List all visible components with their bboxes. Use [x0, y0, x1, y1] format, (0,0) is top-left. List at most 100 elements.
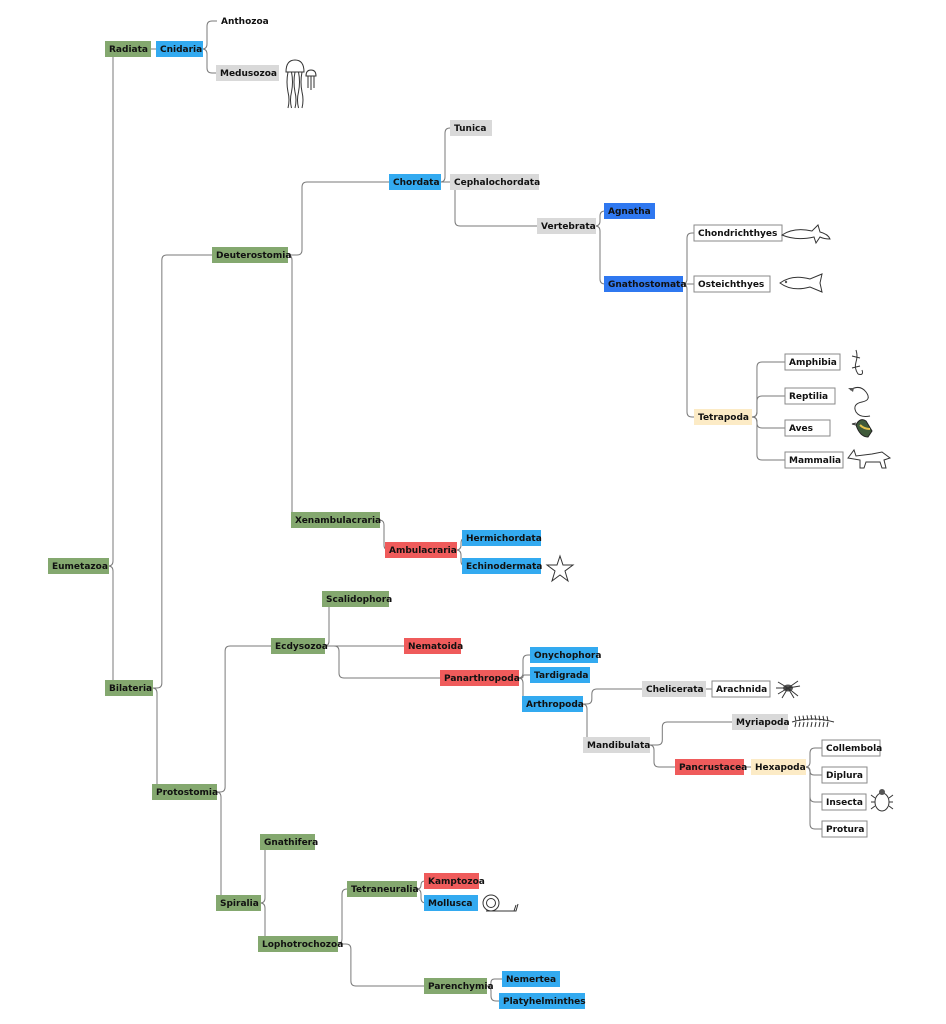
node-agnatha[interactable]: Agnatha: [604, 203, 655, 219]
edge-eumetazoa-to-radiata: [105, 48, 119, 567]
node-pancrustacea[interactable]: Pancrustacea: [675, 759, 747, 775]
node-arthropoda-box: [522, 696, 583, 712]
node-tardigrada[interactable]: Tardigrada: [530, 667, 590, 683]
node-amphibia[interactable]: Amphibia: [784, 353, 841, 371]
node-insecta-label: Insecta: [826, 798, 863, 808]
node-tetrapoda[interactable]: Tetrapoda: [694, 409, 752, 425]
node-reptilia-box: [784, 387, 836, 405]
node-tetraneuralia-box: [347, 881, 417, 897]
node-mammalia-box: [784, 451, 844, 469]
jellyfish-icon: [285, 59, 317, 109]
node-radiata[interactable]: Radiata: [105, 41, 151, 57]
node-amphibia-label: Amphibia: [789, 358, 837, 368]
node-osteichthyes[interactable]: Osteichthyes: [693, 275, 771, 293]
node-arthropoda[interactable]: Arthropoda: [522, 696, 584, 712]
node-spiralia-box: [216, 895, 261, 911]
edge-panarthropoda-to-tardigrada: [519, 674, 530, 679]
edge-protostomia-to-spiralia: [215, 791, 227, 904]
node-eumetazoa-label: Eumetazoa: [52, 562, 108, 572]
node-deuterostomia[interactable]: Deuterostomia: [212, 247, 291, 263]
node-eumetazoa[interactable]: Eumetazoa: [48, 558, 109, 574]
node-platyhelminthes[interactable]: Platyhelminthes: [499, 993, 586, 1009]
node-chordata[interactable]: Chordata: [389, 174, 441, 190]
node-amphibia-box: [784, 353, 841, 371]
tree-edges: [105, 20, 822, 1002]
node-bilateria[interactable]: Bilateria: [105, 680, 153, 696]
node-mollusca-box: [424, 895, 478, 911]
node-chondrichthyes[interactable]: Chondrichthyes: [693, 224, 783, 242]
node-mammalia[interactable]: Mammalia: [784, 451, 844, 469]
node-hexapoda[interactable]: Hexapoda: [751, 759, 806, 775]
node-nemertea[interactable]: Nemertea: [502, 971, 560, 987]
node-diplura-box: [821, 766, 868, 784]
node-anthozoa[interactable]: Anthozoa: [221, 17, 269, 27]
node-tunica[interactable]: Tunica: [450, 120, 492, 136]
node-myriapoda-label: Myriapoda: [736, 718, 790, 728]
node-nematoida[interactable]: Nematoida: [404, 638, 463, 654]
node-protura[interactable]: Protura: [821, 820, 868, 838]
node-gnathifera-label: Gnathifera: [264, 838, 318, 848]
node-tetraneuralia-label: Tetraneuralia: [351, 885, 419, 895]
node-kamptozoa[interactable]: Kamptozoa: [424, 873, 485, 889]
edge-arthropoda-to-chelicerata: [583, 688, 642, 705]
edge-mandibulata-to-pancrustacea: [648, 744, 675, 768]
node-panarthropoda[interactable]: Panarthropoda: [440, 670, 520, 686]
edge-gnathostomata-to-tetrapoda: [681, 283, 694, 418]
node-myriapoda[interactable]: Myriapoda: [732, 714, 790, 730]
node-eumetazoa-box: [48, 558, 109, 574]
node-diplura[interactable]: Diplura: [821, 766, 868, 784]
node-vertebrata[interactable]: Vertebrata: [537, 218, 596, 234]
node-hermichordata[interactable]: Hermichordata: [462, 530, 542, 546]
node-xenambulacraria-label: Xenambulacraria: [295, 516, 381, 526]
node-ecdysozoa-box: [271, 638, 325, 654]
node-medusozoa[interactable]: Medusozoa: [216, 65, 279, 81]
node-onychophora[interactable]: Onychophora: [530, 647, 601, 663]
node-hermichordata-box: [462, 530, 541, 546]
node-panarthropoda-box: [440, 670, 519, 686]
edge-tetrapoda-to-reptilia: [751, 395, 785, 418]
node-mandibulata-box: [583, 737, 650, 753]
edge-hexapoda-to-protura: [804, 766, 822, 830]
node-reptilia[interactable]: Reptilia: [784, 387, 836, 405]
node-arachnida[interactable]: Arachnida: [711, 680, 771, 698]
edge-vertebrata-to-agnatha: [594, 210, 606, 227]
node-spiralia[interactable]: Spiralia: [216, 895, 261, 911]
edge-lophotrochozoa-to-parenchymia: [338, 943, 424, 987]
node-hexapoda-label: Hexapoda: [755, 763, 806, 773]
node-insecta[interactable]: Insecta: [821, 793, 867, 811]
node-cephalochordata[interactable]: Cephalochordata: [450, 174, 540, 190]
node-chondrichthyes-label: Chondrichthyes: [698, 229, 777, 239]
node-cnidaria-box: [156, 41, 203, 57]
node-chelicerata[interactable]: Chelicerata: [642, 681, 706, 697]
node-cnidaria[interactable]: Cnidaria: [156, 41, 203, 57]
edge-eumetazoa-to-bilateria: [105, 565, 119, 689]
node-xenambulacraria[interactable]: Xenambulacraria: [291, 512, 381, 528]
edge-parenchymia-to-platyhelminthes: [485, 985, 499, 1002]
node-ambulacraria-label: Ambulacraria: [389, 546, 457, 556]
node-nematoida-box: [404, 638, 461, 654]
node-lophotrochozoa[interactable]: Lophotrochozoa: [258, 936, 343, 952]
node-aves[interactable]: Aves: [784, 419, 831, 437]
edge-chordata-to-tunica: [439, 127, 451, 183]
node-protostomia[interactable]: Protostomia: [152, 784, 218, 800]
node-mollusca[interactable]: Mollusca: [424, 895, 478, 911]
node-collembola[interactable]: Collembola: [821, 739, 882, 757]
node-parenchymia[interactable]: Parenchymia: [424, 978, 494, 994]
node-onychophora-label: Onychophora: [534, 651, 601, 661]
node-chelicerata-label: Chelicerata: [646, 685, 704, 695]
node-gnathifera[interactable]: Gnathifera: [260, 834, 318, 850]
node-gnathostomata[interactable]: Gnathostomata: [604, 276, 686, 292]
node-mandibulata[interactable]: Mandibulata: [583, 737, 650, 753]
node-medusozoa-label: Medusozoa: [220, 69, 277, 79]
node-onychophora-box: [530, 647, 598, 663]
node-nemertea-box: [502, 971, 560, 987]
node-ecdysozoa[interactable]: Ecdysozoa: [271, 638, 328, 654]
edge-spiralia-to-gnathifera: [259, 841, 271, 904]
node-tetraneuralia[interactable]: Tetraneuralia: [347, 881, 419, 897]
edge-mandibulata-to-myriapoda: [650, 721, 732, 746]
node-pancrustacea-box: [675, 759, 744, 775]
node-pancrustacea-label: Pancrustacea: [679, 763, 747, 773]
node-ambulacraria[interactable]: Ambulacraria: [385, 542, 457, 558]
node-scalidophora[interactable]: Scalidophora: [322, 591, 392, 607]
node-echinodermata[interactable]: Echinodermata: [462, 558, 542, 574]
